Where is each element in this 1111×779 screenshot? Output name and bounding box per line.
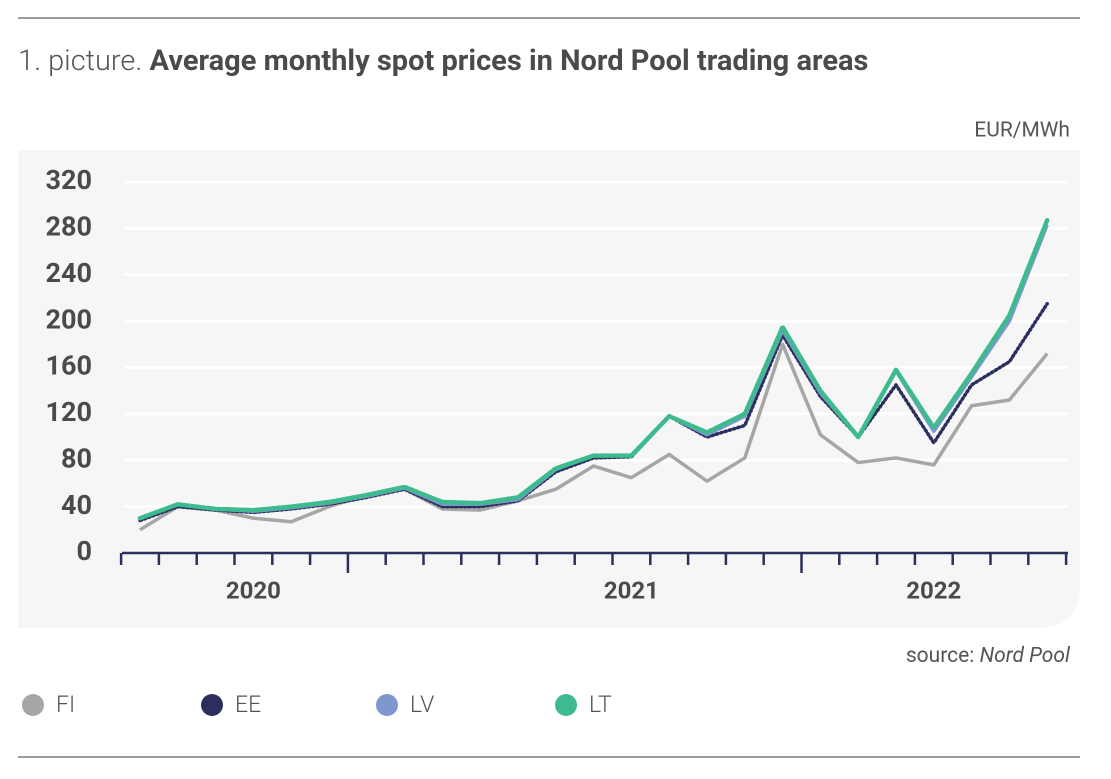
x-tick-label: 2020 [226,576,281,604]
legend-swatch [376,694,398,716]
y-tick-label: 280 [46,211,92,243]
legend-swatch [201,694,223,716]
legend-swatch [22,694,44,716]
x-tick-label: 2022 [906,576,961,604]
x-tick-label: 2021 [604,576,659,604]
series-line [137,218,1050,521]
y-tick-label: 160 [46,350,92,382]
legend-label: FI [56,691,75,718]
title-text: Average monthly spot prices in Nord Pool… [150,44,869,78]
plot-panel [18,150,1080,628]
source-label: source: [906,644,975,668]
y-tick-label: 0 [77,535,93,567]
y-tick-label: 240 [46,257,92,289]
y-axis-label: EUR/MWh [974,119,1070,143]
legend-label: EE [235,691,261,718]
legend-swatch [555,694,577,716]
legend-label: LT [589,691,612,718]
y-tick-label: 320 [46,164,92,196]
source: source: Nord Pool [906,644,1071,668]
y-tick-label: 120 [46,396,92,428]
title-prefix: 1. picture. [18,44,142,78]
legend-label: LV [410,691,434,718]
source-name: Nord Pool [980,644,1071,668]
series-line [139,342,1049,532]
y-tick-label: 80 [61,442,92,474]
chart-title: 1. picture. Average monthly spot prices … [18,44,868,78]
y-tick-label: 40 [61,489,92,521]
y-tick-label: 200 [46,303,92,335]
